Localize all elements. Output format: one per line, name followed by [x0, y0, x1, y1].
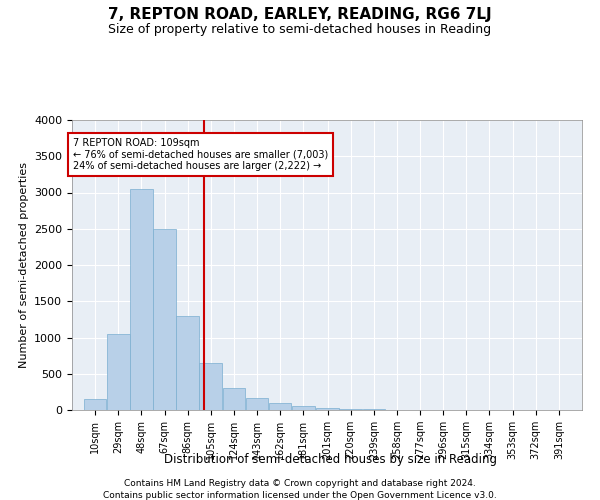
Bar	[245, 398, 268, 410]
Text: Distribution of semi-detached houses by size in Reading: Distribution of semi-detached houses by …	[163, 452, 497, 466]
Text: Size of property relative to semi-detached houses in Reading: Size of property relative to semi-detach…	[109, 22, 491, 36]
Y-axis label: Number of semi-detached properties: Number of semi-detached properties	[19, 162, 29, 368]
Text: 7 REPTON ROAD: 109sqm
← 76% of semi-detached houses are smaller (7,003)
24% of s: 7 REPTON ROAD: 109sqm ← 76% of semi-deta…	[73, 138, 328, 172]
Text: Contains HM Land Registry data © Crown copyright and database right 2024.: Contains HM Land Registry data © Crown c…	[124, 479, 476, 488]
Text: Contains public sector information licensed under the Open Government Licence v3: Contains public sector information licen…	[103, 491, 497, 500]
Bar	[176, 316, 199, 410]
Bar	[199, 363, 222, 410]
Bar	[223, 388, 245, 410]
Bar	[130, 189, 153, 410]
Bar	[84, 399, 106, 410]
Bar	[292, 406, 314, 410]
Bar	[269, 404, 292, 410]
Bar	[153, 229, 176, 410]
Bar	[340, 409, 362, 410]
Bar	[107, 334, 130, 410]
Bar	[316, 408, 339, 410]
Text: 7, REPTON ROAD, EARLEY, READING, RG6 7LJ: 7, REPTON ROAD, EARLEY, READING, RG6 7LJ	[108, 8, 492, 22]
